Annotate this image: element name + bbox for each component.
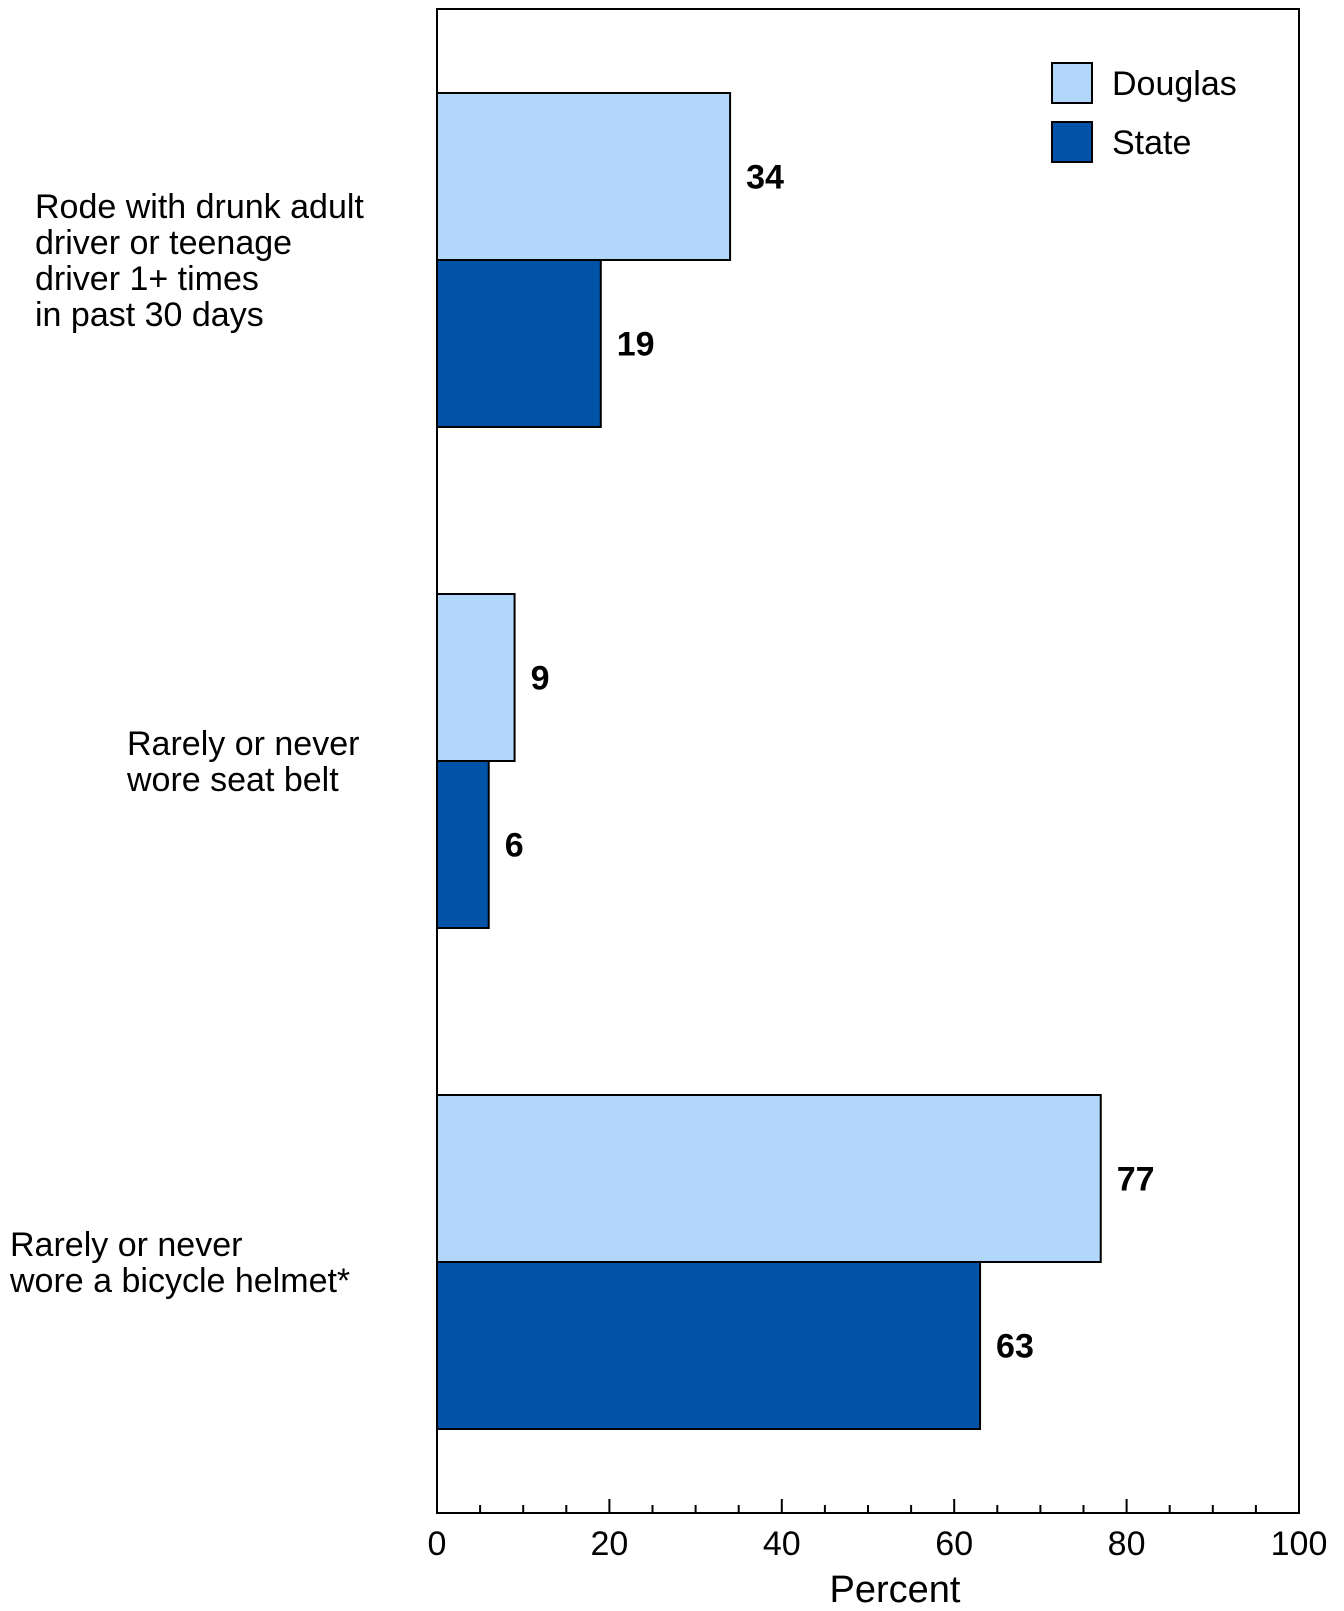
x-tick-label: 80	[1108, 1525, 1146, 1563]
category-label-1: Rarely or never wore seat belt	[126, 725, 359, 799]
x-tick-label: 0	[428, 1525, 447, 1563]
x-tick-label: 20	[590, 1525, 628, 1563]
value-label-douglas-0: 34	[746, 159, 784, 197]
category-label-0: Rode with drunk adult driver or teenage dr…	[35, 188, 364, 334]
value-label-douglas-1: 9	[531, 660, 550, 698]
x-tick-label: 100	[1271, 1525, 1328, 1563]
category-label-line: Rode with drunk adult	[35, 188, 364, 226]
legend-label-douglas: Douglas	[1112, 65, 1237, 103]
category-label-line: driver 1+ times	[35, 260, 259, 298]
category-label-line: wore a bicycle helmet*	[9, 1262, 350, 1300]
x-axis-title: Percent	[830, 1569, 961, 1611]
value-label-state-0: 19	[617, 326, 655, 364]
legend: Douglas State	[1051, 62, 1237, 163]
value-label-douglas-2: 77	[1117, 1161, 1155, 1199]
bar-state-0	[436, 259, 602, 428]
legend-swatch-state	[1051, 121, 1093, 163]
bar-douglas-0	[436, 92, 732, 261]
category-label-line: wore seat belt	[126, 761, 339, 799]
bar-douglas-2	[436, 1094, 1102, 1263]
category-label-line: Rarely or never	[127, 725, 359, 763]
category-label-line: driver or teenage	[35, 224, 292, 262]
value-label-state-2: 63	[996, 1328, 1034, 1366]
x-axis: 0 20 40 60 80 100 Percent	[428, 1499, 1328, 1611]
category-label-2: Rarely or never wore a bicycle helmet*	[9, 1226, 350, 1300]
bar-douglas-1	[436, 593, 516, 762]
bar-state-2	[436, 1261, 982, 1430]
x-tick-label: 60	[935, 1525, 973, 1563]
bars-layer	[436, 92, 1102, 1430]
bar-state-1	[436, 760, 490, 929]
category-label-line: in past 30 days	[35, 296, 264, 334]
value-label-state-1: 6	[505, 827, 524, 865]
legend-swatch-douglas	[1051, 62, 1093, 104]
legend-label-state: State	[1112, 124, 1191, 162]
category-label-line: Rarely or never	[10, 1226, 242, 1264]
labels-layer: 34 19 Rode with drunk adult driver or teena…	[9, 159, 1155, 1366]
x-tick-label: 40	[763, 1525, 801, 1563]
